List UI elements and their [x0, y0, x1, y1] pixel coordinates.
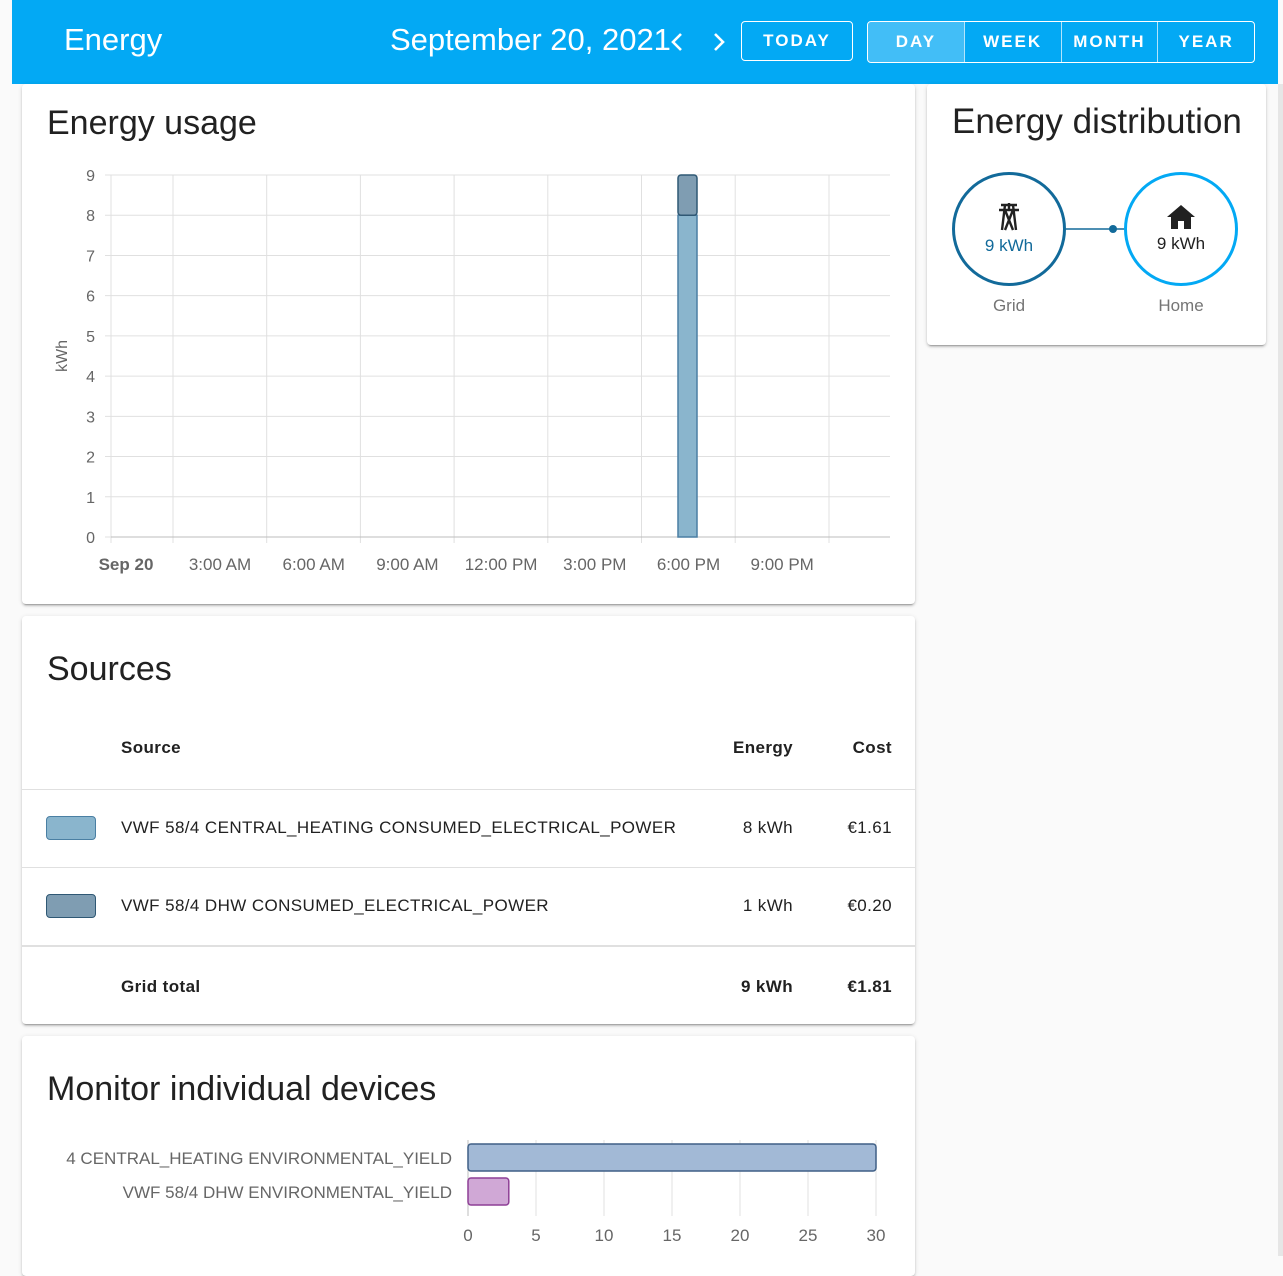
total-cost: €1.81 [847, 977, 892, 996]
column-header-source: Source [121, 738, 182, 757]
source-energy: 8 kWh [742, 818, 793, 837]
usage-bar-central-heating [677, 214, 698, 538]
y-tick-label: 0 [86, 530, 95, 547]
x-tick-label: 6:00 PM [657, 555, 720, 574]
period-day-button[interactable]: DAY [868, 22, 964, 62]
period-month-button[interactable]: MONTH [1060, 22, 1158, 62]
source-color-swatch [46, 816, 96, 840]
y-tick-label: 1 [86, 490, 95, 507]
y-tick-label: 2 [86, 450, 95, 467]
energy-usage-card: Energy usage 0 1 2 3 4 5 6 7 8 9 Sep 20 3:00 AM 6:00… [22, 84, 915, 604]
home-value: 9 kWh [1156, 234, 1206, 253]
device-label: VWF 58/4 DHW ENVIRONMENTAL_YIELD [123, 1183, 452, 1202]
source-cost: €1.61 [847, 818, 892, 837]
x-tick-label: 15 [663, 1226, 682, 1245]
x-tick-label: 12:00 PM [465, 555, 538, 574]
x-tick-label: 25 [799, 1226, 818, 1245]
source-energy: 1 kWh [742, 896, 793, 915]
energy-usage-title: Energy usage [47, 104, 257, 142]
energy-usage-chart: 0 1 2 3 4 5 6 7 8 9 Sep 20 3:00 AM 6:00 AM 9:00 AM 12:… [54, 168, 890, 574]
y-tick-label: 5 [86, 329, 95, 346]
y-tick-label: 9 [86, 168, 95, 185]
app-title: Energy [64, 22, 163, 57]
today-button[interactable]: TODAY [741, 21, 853, 61]
y-tick-label: 7 [86, 248, 95, 265]
previous-period-button[interactable] [660, 20, 694, 64]
x-tick-label: 5 [531, 1226, 540, 1245]
column-header-cost: Cost [852, 738, 892, 757]
y-axis-label: kWh [54, 340, 71, 372]
x-tick-label: 30 [867, 1226, 886, 1245]
chevron-left-icon [671, 33, 682, 51]
sources-table-header: Source Energy Cost [22, 716, 915, 788]
period-year-button[interactable]: YEAR [1157, 22, 1254, 62]
y-tick-label: 3 [86, 409, 95, 426]
y-tick-label: 8 [86, 208, 95, 225]
usage-bar-dhw [677, 174, 698, 216]
x-tick-label: 3:00 AM [189, 555, 251, 574]
grid-node[interactable]: 9 kWh [952, 172, 1066, 286]
devices-card: Monitor individual devices 0 5 10 15 20 25 30 4… [22, 1036, 915, 1276]
column-header-energy: Energy [732, 738, 793, 757]
home-icon [1167, 205, 1195, 229]
devices-title: Monitor individual devices [47, 1070, 437, 1108]
table-row: VWF 58/4 DHW CONSUMED_ELECTRICAL_POWER 1… [22, 867, 915, 946]
x-tick-label: 6:00 AM [283, 555, 345, 574]
home-node[interactable]: 9 kWh [1124, 172, 1238, 286]
energy-distribution-card: Energy distribution 9 kWh Grid 9 kWh Hom… [927, 84, 1266, 345]
x-tick-label: 20 [731, 1226, 750, 1245]
grid-value: 9 kWh [984, 236, 1034, 255]
home-label: Home [1158, 296, 1204, 315]
period-week-button[interactable]: WEEK [963, 22, 1061, 62]
scrollbar-track[interactable] [1278, 84, 1283, 1256]
x-tick-label: 10 [595, 1226, 614, 1245]
source-cost: €0.20 [847, 896, 892, 915]
x-tick-label: 9:00 AM [376, 555, 438, 574]
sources-title: Sources [47, 650, 172, 688]
sources-card: Sources Source Energy Cost VWF 58/4 CENT… [22, 616, 915, 1024]
device-bar [467, 1177, 510, 1206]
energy-distribution-title: Energy distribution [952, 102, 1242, 141]
grid-label: Grid [992, 296, 1026, 315]
top-app-bar: Energy September 20, 2021 TODAY DAY WEEK… [12, 0, 1278, 84]
y-tick-label: 4 [86, 369, 95, 386]
source-name: VWF 58/4 DHW CONSUMED_ELECTRICAL_POWER [121, 896, 549, 915]
source-name: VWF 58/4 CENTRAL_HEATING CONSUMED_ELECTR… [121, 818, 677, 837]
devices-chart: 0 5 10 15 20 25 30 4 CENTRAL_HEATING ENVIRONMEN… [66, 1140, 886, 1245]
table-row: VWF 58/4 CENTRAL_HEATING CONSUMED_ELECTR… [22, 789, 915, 868]
transmission-tower-icon [999, 203, 1019, 231]
grid-to-home-flow [1066, 225, 1124, 233]
total-energy: 9 kWh [740, 977, 793, 996]
x-tick-label: Sep 20 [99, 555, 154, 574]
date-label: September 20, 2021 [390, 22, 671, 57]
x-tick-label: 9:00 PM [751, 555, 814, 574]
y-tick-label: 6 [86, 289, 95, 306]
x-tick-label: 3:00 PM [563, 555, 626, 574]
device-label: 4 CENTRAL_HEATING ENVIRONMENTAL_YIELD [66, 1149, 452, 1168]
next-period-button[interactable] [702, 20, 736, 64]
device-bar [467, 1143, 877, 1172]
table-total-row: Grid total 9 kWh €1.81 [22, 945, 915, 1025]
x-tick-label: 0 [463, 1226, 472, 1245]
source-color-swatch [46, 894, 96, 918]
total-label: Grid total [121, 977, 201, 996]
chevron-right-icon [714, 33, 725, 51]
period-selector: DAY WEEK MONTH YEAR [867, 21, 1255, 63]
